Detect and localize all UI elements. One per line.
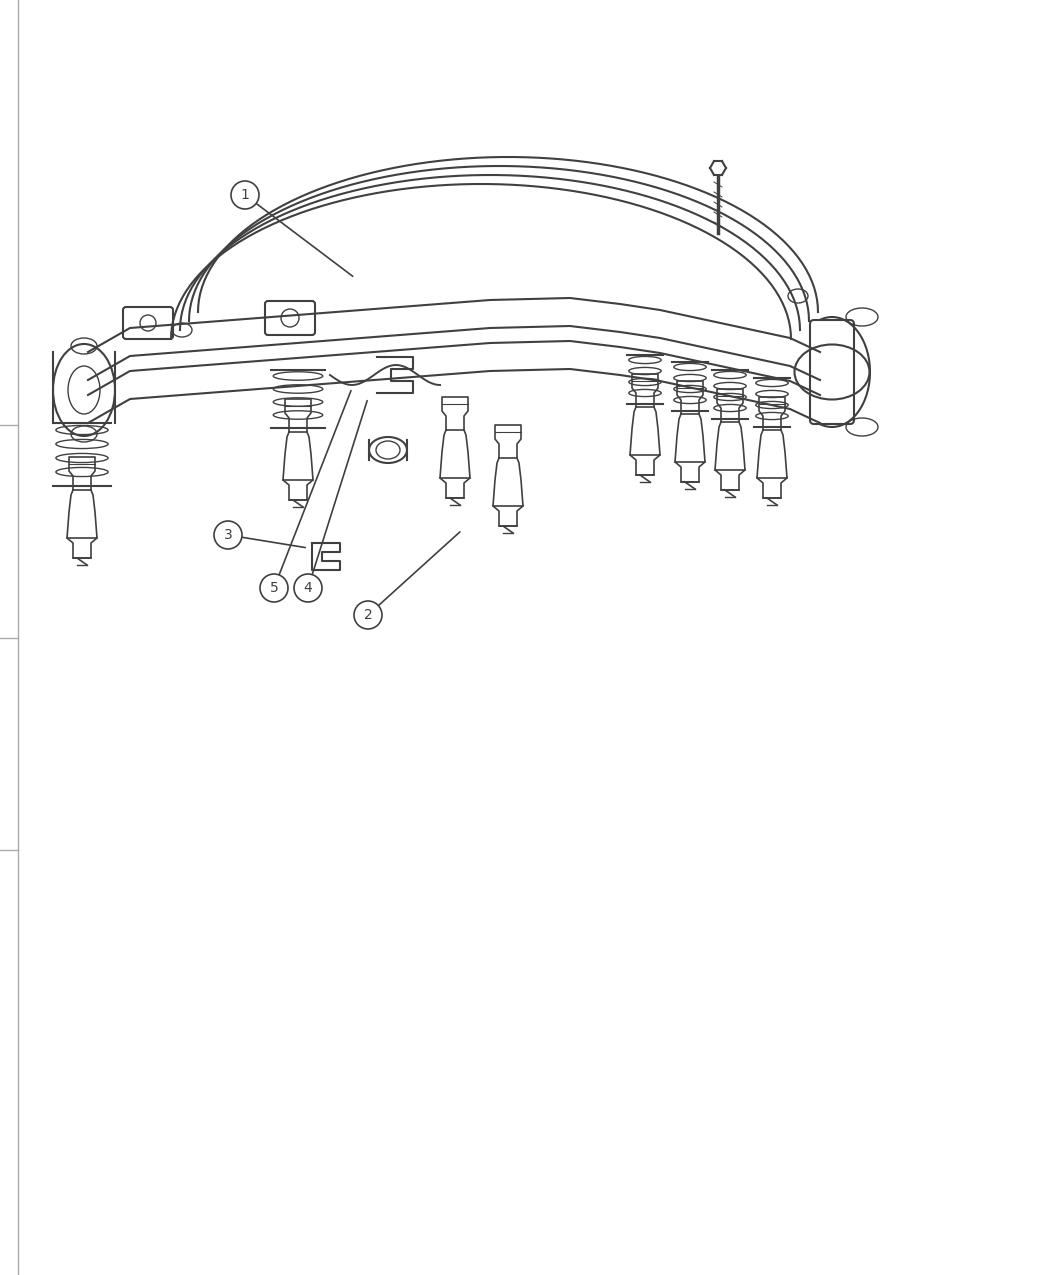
Text: 3: 3 (224, 528, 232, 542)
Circle shape (294, 574, 322, 602)
Circle shape (231, 181, 259, 209)
Text: 1: 1 (240, 187, 250, 201)
Circle shape (354, 601, 382, 629)
Text: 4: 4 (303, 581, 313, 595)
Circle shape (214, 521, 242, 550)
Text: 5: 5 (270, 581, 278, 595)
Circle shape (260, 574, 288, 602)
Text: 2: 2 (363, 608, 373, 622)
